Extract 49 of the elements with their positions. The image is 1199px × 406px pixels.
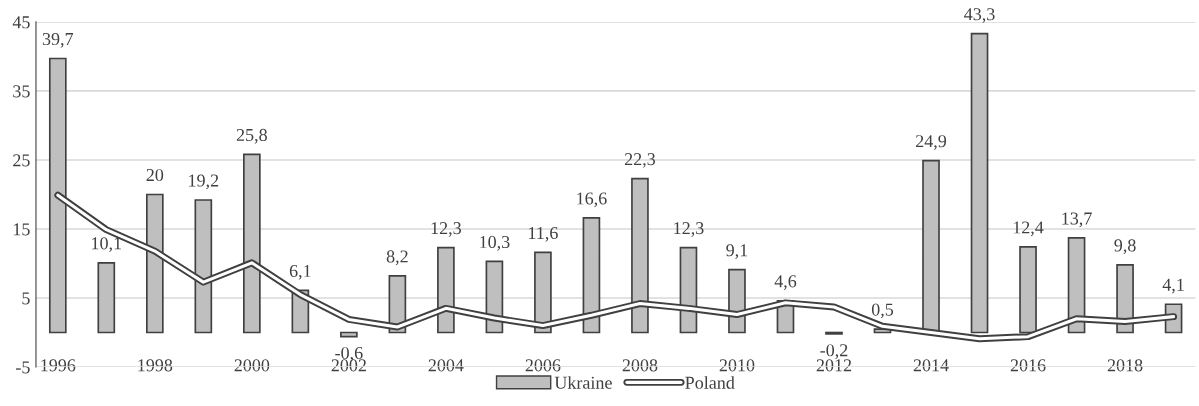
y-tick-label: -5	[16, 361, 30, 374]
data-label: 4,1	[1162, 278, 1184, 294]
data-label: 10,1	[92, 237, 122, 253]
data-label: 22,3	[624, 153, 656, 168]
x-tick-label: 2018	[1107, 359, 1143, 372]
bar	[97, 261, 116, 334]
data-label: 8,2	[386, 250, 408, 266]
bar	[194, 199, 213, 334]
y-tick-label: 25	[13, 154, 30, 167]
data-label: 12,3	[674, 222, 704, 237]
x-tick-label: 2014	[913, 359, 949, 372]
data-label: 16,6	[577, 192, 607, 208]
bar	[534, 251, 552, 334]
data-label: -0,2	[820, 344, 848, 359]
y-tick-label: 45	[12, 16, 30, 29]
y-tick-label: 5	[22, 292, 30, 305]
data-label: 11,6	[529, 226, 558, 242]
data-label: 39,7	[42, 32, 74, 48]
data-label: 43,3	[964, 8, 995, 23]
data-label: 19,2	[189, 174, 219, 190]
x-tick-label: 2000	[234, 359, 270, 372]
data-label: 9,8	[1114, 239, 1136, 255]
bar	[1019, 246, 1037, 334]
data-label: 25,8	[236, 128, 267, 144]
x-tick-label: 2012	[816, 359, 852, 372]
x-tick-label: 2004	[428, 359, 464, 372]
y-tick-label: 15	[13, 223, 30, 236]
x-tick-label: 2006	[525, 359, 561, 372]
data-label: 13,7	[1062, 212, 1092, 228]
bar	[582, 217, 601, 334]
bar	[340, 331, 358, 338]
data-label: 10,3	[480, 235, 510, 251]
x-tick-label: 2016	[1010, 359, 1046, 372]
bar	[437, 246, 455, 334]
data-label: 4,6	[774, 275, 797, 290]
x-tick-label: 2010	[719, 359, 755, 372]
x-tick-label: 1998	[138, 359, 173, 372]
data-label: 20	[146, 168, 164, 182]
x-tick-label: 2008	[622, 359, 658, 372]
data-label: 24,9	[916, 135, 947, 150]
data-label: 6,1	[289, 264, 311, 280]
data-label: 12,4	[1013, 221, 1044, 237]
legend-label: Ukraine	[554, 376, 612, 389]
y-tick-label: 35	[13, 85, 30, 98]
legend-label: Poland	[685, 376, 735, 389]
data-label: 0,5	[871, 303, 894, 319]
data-label: 9,1	[726, 244, 748, 259]
data-label: 12,3	[431, 222, 461, 237]
x-tick-label: 1996	[41, 359, 76, 372]
